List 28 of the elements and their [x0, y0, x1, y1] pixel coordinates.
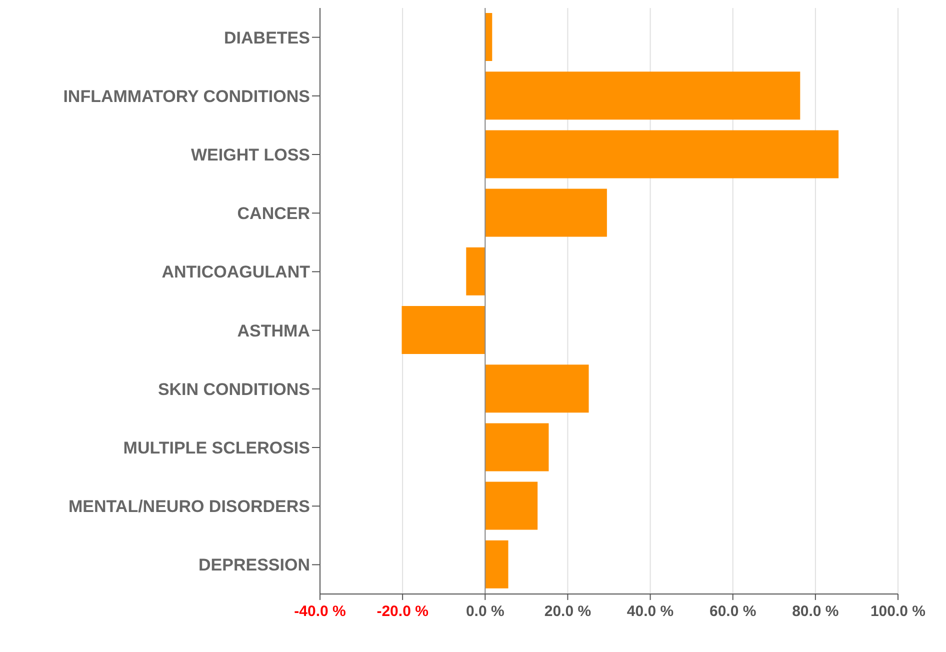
- x-tick-label: 80.0 %: [792, 603, 839, 620]
- y-tick-label: MENTAL/NEURO DISORDERS: [68, 497, 310, 516]
- bar: [466, 247, 486, 296]
- y-tick-label: WEIGHT LOSS: [191, 146, 310, 165]
- y-tick-label: SKIN CONDITIONS: [158, 380, 310, 399]
- bar: [485, 13, 492, 61]
- x-tick-label: 0.0 %: [466, 603, 504, 620]
- y-tick-label: CANCER: [237, 204, 310, 224]
- y-tick-label: INFLAMMATORY CONDITIONS: [63, 86, 310, 106]
- y-tick-label: DIABETES: [224, 28, 310, 48]
- bar: [485, 423, 549, 472]
- x-tick-label: 100.0 %: [870, 603, 926, 620]
- bar: [402, 306, 486, 354]
- bar: [485, 540, 508, 588]
- y-tick-label: ASTHMA: [237, 321, 310, 340]
- bar: [485, 482, 538, 530]
- x-tick-label: 20.0 %: [544, 603, 592, 620]
- bar: [485, 72, 800, 120]
- y-tick-label: DEPRESSION: [198, 556, 310, 575]
- x-tick-label: -20.0 %: [376, 603, 428, 620]
- x-tick-label: -40.0 %: [294, 603, 346, 620]
- bar: [485, 364, 589, 413]
- bar: [485, 188, 607, 237]
- y-tick-label: ANTICOAGULANT: [162, 262, 311, 282]
- bar: [485, 130, 839, 178]
- y-tick-label: MULTIPLE SCLEROSIS: [123, 438, 310, 458]
- x-tick-label: 40.0 %: [626, 603, 674, 620]
- x-tick-label: 60.0 %: [710, 603, 756, 620]
